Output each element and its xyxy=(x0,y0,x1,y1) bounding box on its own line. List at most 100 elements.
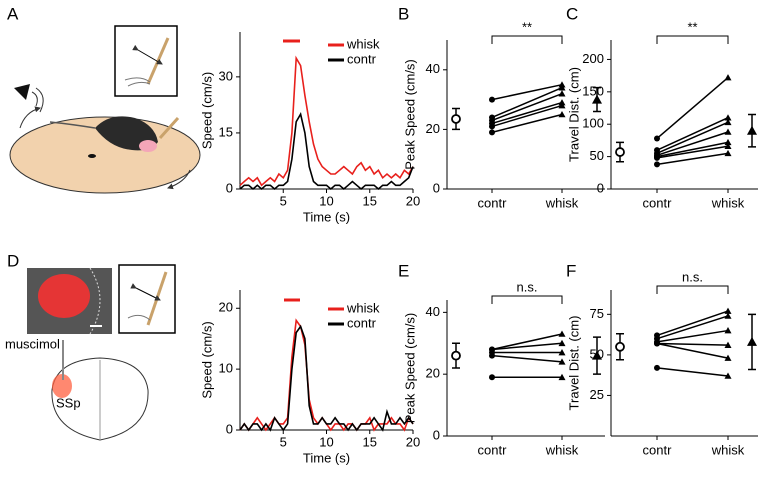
whisk-point xyxy=(724,128,732,135)
muscimol-label: muscimol xyxy=(5,336,60,351)
y-tick-label: 0 xyxy=(597,180,604,195)
y-tick-label: 25 xyxy=(590,387,604,402)
whisk-point xyxy=(558,349,566,356)
mean-marker xyxy=(592,94,602,104)
significance-label: n.s. xyxy=(682,269,703,284)
x-tick-label: contr xyxy=(643,195,673,210)
y-tick-label: 0 xyxy=(433,180,440,195)
y-tick-label: 0 xyxy=(433,427,440,442)
y-axis-label: Speed (cm/s) xyxy=(199,321,214,398)
whisk-point xyxy=(724,372,732,379)
whisk-point xyxy=(558,358,566,365)
y-tick-label: 40 xyxy=(426,304,440,319)
significance-label: ** xyxy=(687,19,697,34)
significance-label: n.s. xyxy=(517,279,538,294)
whisk-point xyxy=(558,339,566,347)
y-axis-label: Travel Dist. (cm) xyxy=(566,316,581,411)
arena-illustration xyxy=(9,25,201,194)
x-tick-label: whisk xyxy=(711,442,745,457)
y-tick-label: 75 xyxy=(590,306,604,321)
y-tick-label: 30 xyxy=(219,68,233,83)
pair-line xyxy=(656,152,729,166)
contr-point xyxy=(489,123,495,130)
x-tick-label: 10 xyxy=(319,434,333,449)
panel-label: F xyxy=(566,261,576,280)
pair-line xyxy=(656,329,729,343)
pair-line xyxy=(491,92,563,122)
legend-label: whisk xyxy=(346,300,380,315)
x-tick-label: contr xyxy=(643,442,673,457)
brain-illustration xyxy=(27,264,176,441)
x-tick-label: contr xyxy=(478,442,508,457)
x-tick-label: 5 xyxy=(280,193,287,208)
ssp-label: SSp xyxy=(56,395,81,410)
x-tick-label: 15 xyxy=(363,434,377,449)
whisk-point xyxy=(558,373,566,381)
pair-line xyxy=(656,145,729,159)
significance-bracket xyxy=(491,35,563,44)
mean-marker xyxy=(615,341,625,352)
contr-point xyxy=(489,129,495,136)
y-axis-label: Travel Dist. (cm) xyxy=(566,67,581,162)
whisk-point xyxy=(724,354,732,361)
whisk-point xyxy=(558,111,566,118)
x-tick-label: whisk xyxy=(545,195,579,210)
y-axis-label: Peak Speed (cm/s) xyxy=(402,59,417,170)
y-tick-label: 0 xyxy=(226,180,233,195)
whisk-point xyxy=(724,341,732,348)
pair-line xyxy=(491,113,563,134)
y-tick-label: 20 xyxy=(426,121,440,136)
y-tick-label: 150 xyxy=(582,83,604,98)
panel-label: D xyxy=(7,251,19,270)
contr-point xyxy=(654,161,660,168)
contr-point xyxy=(654,364,660,371)
whisk-point xyxy=(558,90,566,97)
y-tick-label: 20 xyxy=(219,300,233,315)
contr-point xyxy=(489,96,495,103)
x-tick-label: 20 xyxy=(406,193,420,208)
x-tick-label: whisk xyxy=(711,195,745,210)
contr-point xyxy=(654,154,660,161)
pair-line xyxy=(656,77,729,140)
x-axis-label: Time (s) xyxy=(303,209,350,224)
pair-line xyxy=(656,117,729,151)
pair-line xyxy=(491,86,563,119)
pair-line xyxy=(656,121,729,155)
significance-label: ** xyxy=(522,19,532,34)
panel-label: A xyxy=(7,4,19,23)
x-tick-label: 10 xyxy=(319,193,333,208)
legend-label: contr xyxy=(347,51,377,66)
x-axis-label: Time (s) xyxy=(303,450,350,465)
x-tick-label: whisk xyxy=(545,442,579,457)
pair-line xyxy=(491,354,563,363)
pair-line xyxy=(656,141,729,158)
x-tick-label: 15 xyxy=(363,193,377,208)
legend-label: whisk xyxy=(346,36,380,51)
x-tick-label: contr xyxy=(478,195,508,210)
pair-line xyxy=(491,342,563,351)
pair-line xyxy=(656,315,729,340)
contr-point xyxy=(489,374,495,381)
whisk-point xyxy=(724,114,732,121)
x-tick-label: 20 xyxy=(406,434,420,449)
whisk-point xyxy=(558,84,566,91)
mean-marker xyxy=(747,336,757,346)
y-tick-label: 200 xyxy=(582,51,604,66)
whisk-point xyxy=(724,118,732,126)
trace xyxy=(239,55,414,187)
pair-line xyxy=(491,333,563,351)
y-tick-label: 0 xyxy=(226,421,233,436)
pair-line xyxy=(491,83,563,101)
trace xyxy=(239,324,414,432)
y-tick-label: 20 xyxy=(426,366,440,381)
mean-marker xyxy=(747,125,757,135)
y-tick-label: 10 xyxy=(219,361,233,376)
mean-marker xyxy=(451,350,461,361)
whisk-point xyxy=(724,142,732,150)
pair-line xyxy=(656,342,729,346)
whisk-point xyxy=(558,102,566,109)
y-tick-label: 15 xyxy=(219,124,233,139)
whisk-point xyxy=(724,312,732,319)
whisk-point xyxy=(724,327,732,334)
